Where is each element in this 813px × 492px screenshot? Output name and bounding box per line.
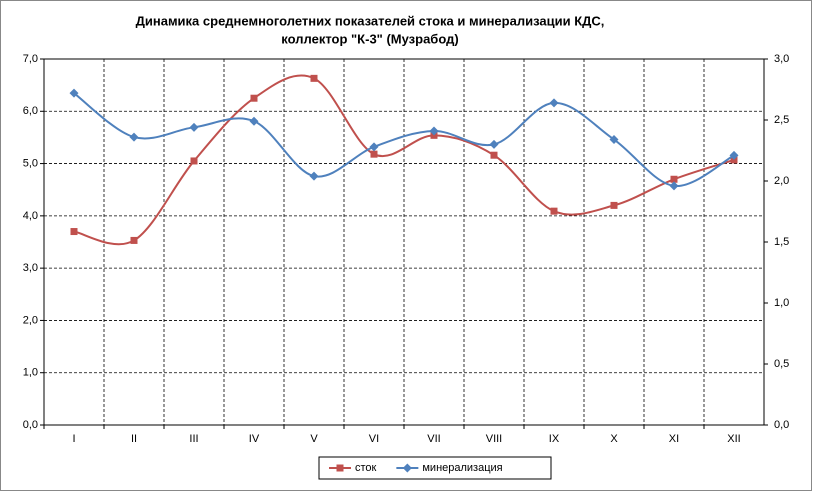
marker — [549, 98, 559, 108]
y-tick-label: 7,0 — [23, 53, 38, 65]
marker — [189, 122, 199, 132]
marker — [610, 201, 618, 209]
marker — [609, 135, 619, 145]
x-tick-label: II — [131, 433, 137, 445]
y2-tick-label: 0,0 — [774, 419, 789, 431]
marker — [669, 181, 679, 191]
y2-tick-label: 1,5 — [774, 236, 789, 248]
marker — [249, 116, 259, 126]
x-tick-label: VII — [427, 433, 440, 445]
y-tick-label: 0,0 — [23, 419, 38, 431]
marker — [250, 94, 258, 102]
legend-label: сток — [355, 462, 377, 474]
marker — [550, 207, 558, 215]
y-tick-label: 2,0 — [23, 314, 38, 326]
y-tick-label: 3,0 — [23, 262, 38, 274]
x-tick-label: VIII — [486, 433, 503, 445]
chart-title: коллектор "К-3" (Музрабод) — [281, 31, 458, 46]
x-tick-label: I — [72, 433, 75, 445]
x-tick-label: IX — [549, 433, 560, 445]
x-tick-label: XI — [669, 433, 679, 445]
x-tick-label: XII — [727, 433, 740, 445]
marker — [369, 142, 379, 152]
y2-tick-label: 1,0 — [774, 297, 789, 309]
marker — [336, 464, 344, 472]
marker — [70, 228, 78, 236]
marker — [190, 157, 198, 165]
x-tick-label: IV — [249, 433, 260, 445]
chart-title: Динамика среднемноголетних показателей с… — [136, 13, 605, 28]
marker — [489, 139, 499, 149]
marker — [370, 150, 378, 158]
y-tick-label: 6,0 — [23, 105, 38, 117]
legend-label: минерализация — [422, 462, 502, 474]
marker — [129, 132, 139, 142]
marker — [309, 171, 319, 181]
marker — [670, 175, 678, 183]
series-line — [73, 92, 735, 187]
marker — [429, 126, 439, 136]
y2-tick-label: 2,5 — [774, 114, 789, 126]
legend-box — [318, 456, 552, 480]
marker — [729, 150, 739, 160]
x-tick-label: III — [189, 433, 198, 445]
marker — [130, 236, 138, 244]
marker — [730, 156, 738, 164]
y-tick-label: 5,0 — [23, 157, 38, 169]
x-tick-label: V — [310, 433, 318, 445]
marker — [490, 151, 498, 159]
y-tick-label: 4,0 — [23, 210, 38, 222]
marker — [69, 88, 79, 98]
y2-tick-label: 0,5 — [774, 358, 789, 370]
y2-tick-label: 3,0 — [774, 53, 789, 65]
marker — [402, 463, 412, 473]
marker — [310, 74, 318, 82]
y-tick-label: 1,0 — [23, 367, 38, 379]
x-tick-label: VI — [369, 433, 379, 445]
x-tick-label: X — [610, 433, 618, 445]
y2-tick-label: 2,0 — [774, 175, 789, 187]
